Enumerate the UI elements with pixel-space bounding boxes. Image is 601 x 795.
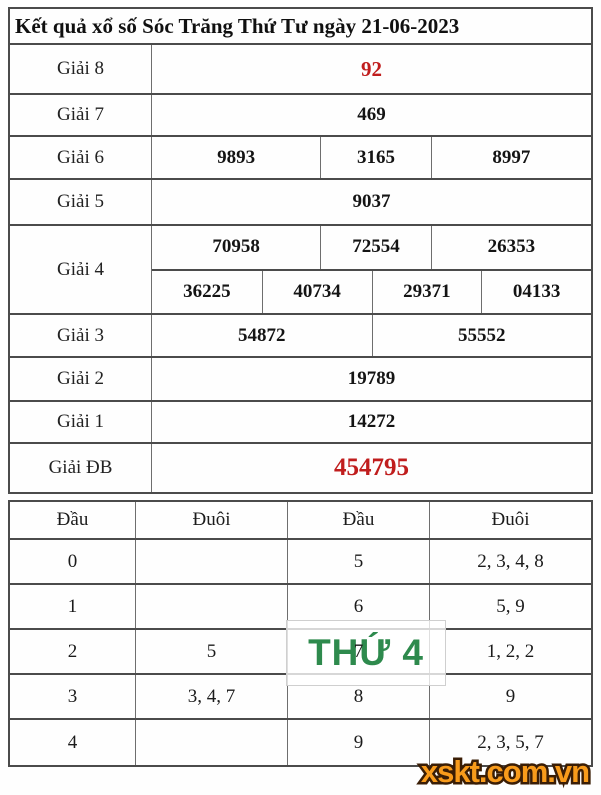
prize-value: 26353 [430,226,591,269]
prize-row-7: Giải 7 469 [10,95,591,137]
column-header: Đuôi [429,502,591,538]
tail-digits: 2, 3, 5, 7 [477,731,544,753]
tail-cell: 1, 2, 2 [429,630,591,673]
head-cell: 3 [10,675,135,718]
head-digit: 3 [67,685,78,707]
prize-value: 55552 [371,315,592,356]
prize-row-4: Giải 4 70958 72554 26353 36225 40734 293… [10,226,591,315]
prize-value: 9893 [217,146,256,168]
prize-subrow: 70958 72554 26353 [152,226,591,271]
tail-cell: 3, 4, 7 [135,675,287,718]
prize-row-3: Giải 3 54872 55552 [10,315,591,358]
head-cell: 4 [10,720,135,765]
prize-row-6: Giải 6 9893 3165 8997 [10,137,591,180]
prize-label: Giải 8 [10,45,152,93]
head-digit: 7 [353,640,364,662]
column-header-text: Đuôi [192,509,231,530]
page-title: Kết quả xổ số Sóc Trăng Thứ Tư ngày 21-0… [10,9,591,45]
tail-cell [135,720,287,765]
tail-cell: 9 [429,675,591,718]
head-cell: 0 [10,540,135,583]
tail-digits: 5 [206,640,217,662]
head-digit: 4 [67,731,78,753]
tail-digits: 1, 2, 2 [486,640,535,662]
prize-value: 54872 [238,324,286,346]
prize-value: 36225 [183,280,231,302]
tail-cell: 2, 3, 4, 8 [429,540,591,583]
head-cell: 1 [10,585,135,628]
prize-value-jackpot: 454795 [334,454,409,481]
results-table: Kết quả xổ số Sóc Trăng Thứ Tư ngày 21-0… [8,7,593,494]
column-header-text: Đầu [56,509,89,530]
prize-label: Giải 6 [10,137,152,178]
prize-value: 29371 [371,270,482,313]
head-tail-header-row: Đầu Đuôi Đầu Đuôi [10,502,591,540]
head-tail-row: 3 3, 4, 7 8 9 [10,675,591,720]
column-header-text: Đuôi [491,509,530,530]
head-tail-row: 4 9 2, 3, 5, 7 [10,720,591,765]
head-digit: 6 [353,595,364,617]
tail-cell: 5 [135,630,287,673]
column-header: Đuôi [135,502,287,538]
prize-subrow: 36225 40734 29371 04133 [152,270,591,313]
prize-value: 469 [357,104,386,125]
tail-digits: 5, 9 [496,595,525,617]
prize-value: 72554 [320,226,431,269]
prize-value: 40734 [261,270,372,313]
prize-row-8: Giải 8 92 [10,45,591,95]
prize-label: Giải 2 [10,358,152,400]
head-cell: 8 [287,675,429,718]
tail-digits: 2, 3, 4, 8 [477,550,544,572]
column-header: Đầu [10,502,135,538]
prize-value: 9037 [352,191,391,212]
head-cell: 2 [10,630,135,673]
head-cell: 6 [287,585,429,628]
prize-label: Giải 7 [10,95,152,135]
head-digit: 2 [67,640,78,662]
prize-label: Giải 4 [10,226,152,313]
tail-digits: 3, 4, 7 [187,685,236,707]
head-tail-table: Đầu Đuôi Đầu Đuôi 0 5 2, 3, 4, 8 1 6 5, … [8,500,593,767]
head-digit: 9 [353,731,364,753]
prize-value: 19789 [347,368,396,389]
prize-label: Giải 5 [10,180,152,224]
column-header: Đầu [287,502,429,538]
prize-row-2: Giải 2 19789 [10,358,591,402]
head-cell: 5 [287,540,429,583]
prize-label: Giải ĐB [10,444,152,492]
prize-row-5: Giải 5 9037 [10,180,591,226]
tail-cell: 5, 9 [429,585,591,628]
prize-label: Giải 1 [10,402,152,442]
tail-cell: 2, 3, 5, 7 [429,720,591,765]
head-digit: 8 [353,685,364,707]
prize-value: 04133 [481,270,591,313]
prize-value: 8997 [430,137,591,178]
tail-digits: 9 [505,685,516,707]
prize-row-db: Giải ĐB 454795 [10,444,591,492]
column-header-text: Đầu [342,509,375,530]
tail-cell [135,585,287,628]
head-cell: 9 [287,720,429,765]
prize-value: 3165 [320,137,431,178]
prize-label: Giải 3 [10,315,152,356]
xskt-logo-text: xskt.com.vn [421,754,589,789]
xskt-logo: xskt.com.vn [418,752,592,792]
prize-value: 92 [361,56,382,81]
tail-cell [135,540,287,583]
weekday-watermark-text: THỨ 4 [308,632,424,673]
prize-value: 70958 [212,236,260,258]
prize-row-1: Giải 1 14272 [10,402,591,444]
head-digit: 1 [67,595,78,617]
weekday-watermark: THỨ 4 [286,620,446,686]
head-digit: 5 [353,550,364,572]
head-digit: 0 [67,550,78,572]
head-tail-row: 0 5 2, 3, 4, 8 [10,540,591,585]
prize-value: 14272 [347,411,396,432]
